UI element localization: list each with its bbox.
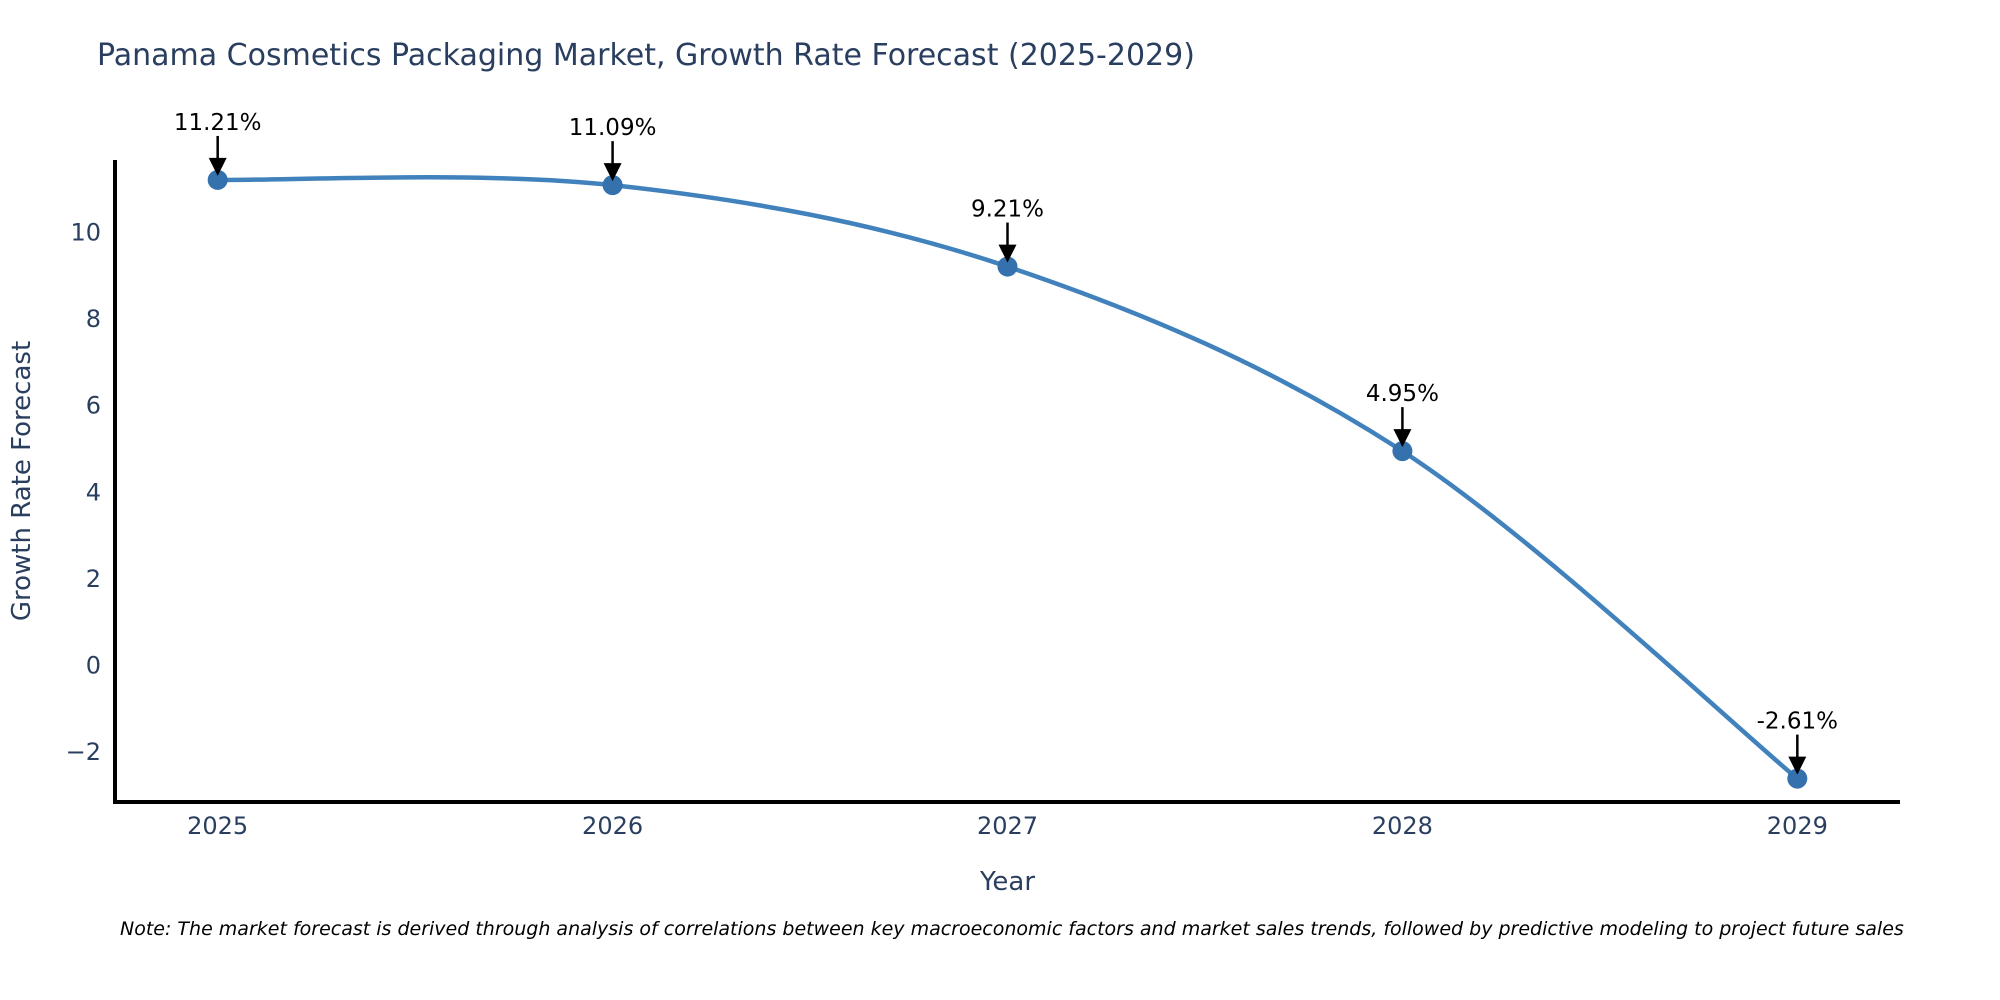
x-axis-title: Year xyxy=(979,867,1035,897)
annotation-arrow-head xyxy=(1788,756,1807,775)
x-tick-label: 2028 xyxy=(1372,812,1433,840)
data-point-2025 xyxy=(207,169,228,190)
data-point-2029 xyxy=(1787,768,1808,789)
x-tick-label: 2026 xyxy=(582,812,643,840)
x-tick-label: 2025 xyxy=(187,812,248,840)
chart-footnote: Note: The market forecast is derived thr… xyxy=(120,918,1904,940)
annotation-arrow-head xyxy=(1393,429,1412,448)
y-axis-title: Growth Rate Forecast xyxy=(7,341,37,621)
x-tick-label: 2027 xyxy=(977,812,1038,840)
y-tick-label: −2 xyxy=(66,738,101,766)
annotation-label: 11.21% xyxy=(174,110,262,136)
annotation-label: 9.21% xyxy=(971,197,1044,223)
forecast-line xyxy=(215,175,1800,781)
annotation-label: -2.61% xyxy=(1757,709,1838,735)
data-point-2026 xyxy=(602,175,623,196)
annotation-arrow-head xyxy=(603,163,622,182)
annotation-arrow-head xyxy=(208,157,227,176)
y-tick-label: 8 xyxy=(86,305,101,333)
annotation-arrow-head xyxy=(998,244,1017,263)
y-tick-label: 4 xyxy=(86,478,101,506)
chart-title: Panama Cosmetics Packaging Market, Growt… xyxy=(97,38,1195,73)
y-tick-label: 0 xyxy=(86,652,101,680)
annotation-label: 11.09% xyxy=(569,115,657,141)
y-tick-label: 2 xyxy=(86,565,101,593)
annotation-label: 4.95% xyxy=(1366,381,1439,407)
data-point-2027 xyxy=(997,256,1018,277)
y-tick-label: 10 xyxy=(70,218,101,246)
x-tick-label: 2029 xyxy=(1767,812,1828,840)
data-point-2028 xyxy=(1392,441,1413,462)
y-tick-label: 6 xyxy=(86,392,101,420)
